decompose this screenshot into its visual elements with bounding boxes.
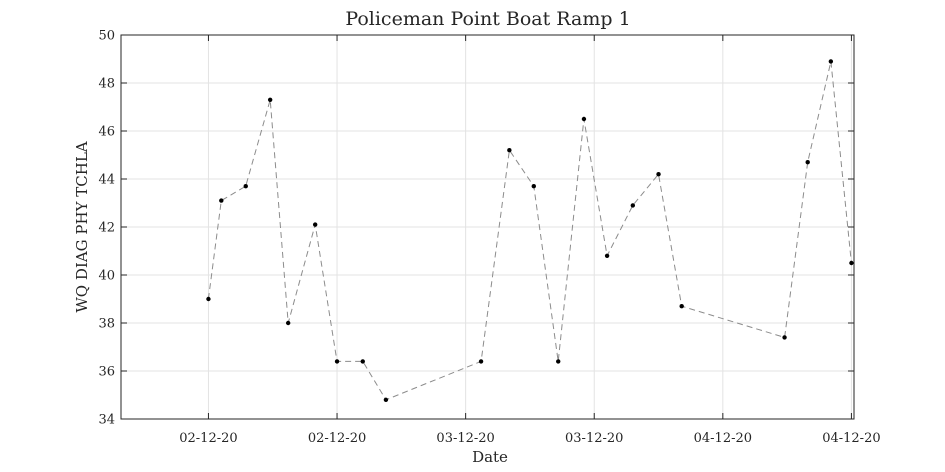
x-tick-label: 04-12-20 xyxy=(822,431,880,446)
data-point xyxy=(334,359,340,364)
x-tick-label: 02-12-20 xyxy=(179,431,237,446)
data-point xyxy=(656,172,661,177)
data-point xyxy=(679,304,684,309)
data-point xyxy=(828,59,834,64)
y-tick-label: 38 xyxy=(98,317,115,332)
data-point xyxy=(531,184,536,189)
x-tick-label: 04-12-20 xyxy=(694,431,752,446)
x-tick-label: 03-12-20 xyxy=(436,431,494,446)
data-point xyxy=(556,359,561,364)
y-tick-label: 42 xyxy=(98,221,115,236)
data-point xyxy=(782,335,787,340)
data-series xyxy=(206,59,854,402)
data-point xyxy=(604,253,610,258)
data-point xyxy=(849,260,854,266)
chart-title: Policeman Point Boat Ramp 1 xyxy=(345,8,630,30)
data-point xyxy=(478,359,484,364)
y-tick-label: 50 xyxy=(98,29,115,44)
data-point xyxy=(243,184,248,189)
x-tick-label: 03-12-20 xyxy=(565,431,623,446)
y-tick-label: 36 xyxy=(98,365,115,380)
y-tick-label: 40 xyxy=(98,269,115,284)
data-point xyxy=(805,160,810,165)
data-point xyxy=(219,198,224,203)
data-point xyxy=(360,359,365,364)
data-point xyxy=(267,97,273,103)
data-point xyxy=(507,148,512,153)
y-axis-label: WQ DIAG PHY TCHLA xyxy=(73,141,91,312)
y-tick-label: 44 xyxy=(98,173,115,188)
data-point xyxy=(581,116,587,122)
series-line xyxy=(207,61,852,401)
data-point xyxy=(312,222,318,227)
data-point xyxy=(206,296,211,302)
x-axis-label: Date xyxy=(472,448,508,466)
data-point xyxy=(285,320,291,326)
x-tick-label: 02-12-20 xyxy=(308,431,366,446)
y-tick-label: 46 xyxy=(98,125,115,140)
axis-ticks: 34 36 38 40 42 44 46 48 50 02-12-20 02-12-20 03-12-… xyxy=(98,29,880,447)
y-tick-label: 48 xyxy=(98,77,115,92)
data-point xyxy=(383,397,389,402)
y-tick-label: 34 xyxy=(98,413,115,428)
data-point xyxy=(630,203,636,208)
